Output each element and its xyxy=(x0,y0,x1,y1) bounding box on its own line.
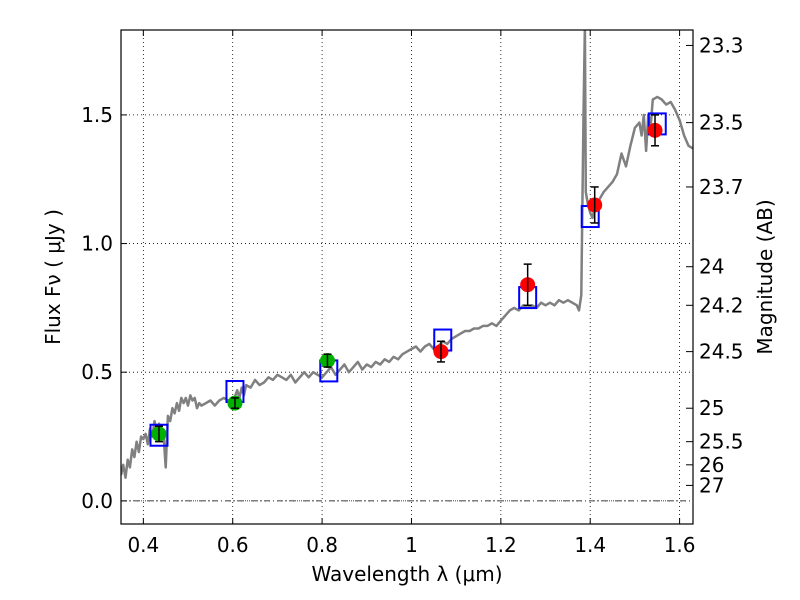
plot-frame xyxy=(120,29,694,525)
y-tick-label: 0.0 xyxy=(81,489,113,513)
x-tick-label: 1.2 xyxy=(485,533,517,557)
mag-tick-label: 24 xyxy=(699,255,724,279)
mag-tick-label: 24.5 xyxy=(699,340,744,364)
y-tick-label: 0.5 xyxy=(81,360,113,384)
x-tick-label: 1.6 xyxy=(664,533,696,557)
bandpass-square xyxy=(149,423,169,447)
grid xyxy=(121,30,693,524)
series-layer xyxy=(121,30,693,479)
x-tick-label: 0.8 xyxy=(306,533,338,557)
mag-tick-label: 24.2 xyxy=(699,293,744,317)
ticks: 0.4 0.6 0.8 1 1.2 1.4 1.6 0.0 0.5 1.0 1.5 23.3 23.5 2… xyxy=(81,30,744,557)
mag-tick-label: 23.3 xyxy=(699,33,744,57)
x-tick-label: 1 xyxy=(405,533,418,557)
mag-tick-label: 25.5 xyxy=(699,430,744,454)
spectrum-line xyxy=(121,30,693,479)
mag-tick-label: 25 xyxy=(699,396,724,420)
x-tick-label: 1.4 xyxy=(574,533,606,557)
mag-tick-label: 26 xyxy=(699,453,724,477)
y-axis-label: Flux Fν ( μJy ) xyxy=(41,209,65,345)
mag-tick-label: 27 xyxy=(699,473,724,497)
mag-tick-label: 23.7 xyxy=(699,175,744,199)
y-tick-label: 1.0 xyxy=(81,232,113,256)
x-axis-label: Wavelength λ (μm) xyxy=(311,562,502,586)
mag-tick-label: 23.5 xyxy=(699,111,744,135)
y2-axis-label: Magnitude (AB) xyxy=(753,199,777,354)
x-tick-label: 0.6 xyxy=(217,533,249,557)
y-tick-label: 1.5 xyxy=(81,103,113,127)
x-tick-label: 0.4 xyxy=(127,533,159,557)
plot-area xyxy=(121,30,693,524)
